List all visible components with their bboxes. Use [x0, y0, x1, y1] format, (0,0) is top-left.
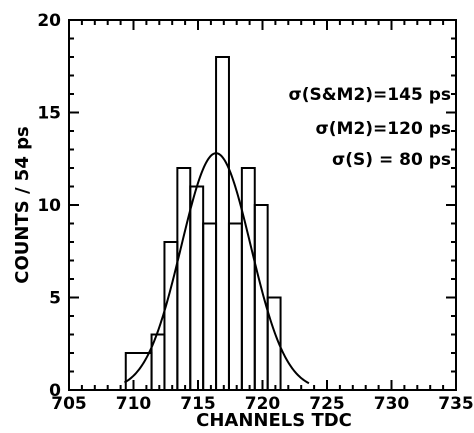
- annotation-sigma-sm2: σ(S&M2)=145 ps: [288, 85, 451, 105]
- y-tick-label-15: 15: [37, 104, 61, 124]
- histogram-bars: [124, 56, 282, 391]
- axis-ticks: 705 710 715 720 725 730 735 0 5 10 15 20: [37, 11, 473, 414]
- y-axis-label: COUNTS / 54 ps: [12, 126, 33, 283]
- histogram-bin-2: [163, 241, 179, 391]
- y-tick-label-10: 10: [37, 196, 61, 216]
- x-tick-label-720: 720: [245, 394, 281, 414]
- annotation-sigma-m2: σ(M2)=120 ps: [316, 119, 451, 139]
- y-tick-label-5: 5: [49, 289, 61, 309]
- x-tick-label-710: 710: [116, 394, 152, 414]
- x-tick-label-730: 730: [374, 394, 410, 414]
- x-tick-label-715: 715: [180, 394, 216, 414]
- histogram-bin-7: [227, 222, 243, 391]
- histogram-bin-6: [215, 56, 230, 391]
- y-tick-label-0: 0: [49, 381, 61, 401]
- histogram-bin-5: [202, 222, 218, 391]
- y-tick-label-20: 20: [37, 11, 61, 31]
- histogram-bin-4: [189, 185, 205, 391]
- histogram-bin-3: [176, 167, 192, 391]
- x-axis-label: CHANNELS TDC: [196, 410, 352, 431]
- gaussian-fit-curve: [123, 152, 310, 385]
- x-tick-label-705: 705: [51, 394, 87, 414]
- histogram-bin-9: [253, 204, 269, 391]
- x-tick-label-725: 725: [309, 394, 345, 414]
- annotation-sigma-s: σ(S) = 80 ps: [332, 150, 451, 170]
- histogram-bin-8: [240, 167, 256, 391]
- x-tick-label-735: 735: [438, 394, 474, 414]
